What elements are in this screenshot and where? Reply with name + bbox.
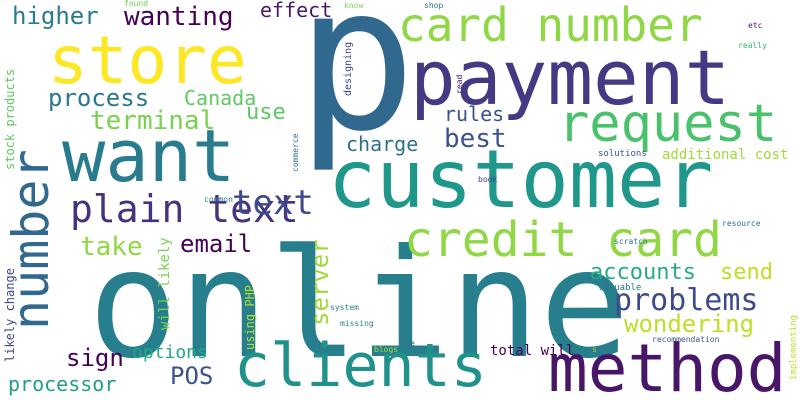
word-processor: processor	[8, 372, 117, 396]
word-options: options	[132, 342, 208, 363]
word-valuable: valuable	[598, 283, 642, 293]
word-higher: higher	[12, 2, 99, 30]
word-send: send	[720, 260, 773, 285]
word-stock-products: stock products	[3, 68, 17, 170]
word-card-number-2: card number	[398, 0, 703, 52]
word-recommendation: recommendation	[652, 335, 720, 344]
word-use: use	[246, 100, 286, 125]
word-scratch: scratch	[614, 237, 648, 246]
word-credit-card: credit card	[404, 212, 722, 268]
word-pos: POS	[170, 362, 214, 390]
word-payment: payment	[410, 33, 731, 122]
word-terminal: terminal	[90, 106, 216, 136]
word-accounts: accounts	[590, 260, 696, 285]
word-resource: implementing	[789, 314, 799, 380]
word-total-will: total will	[490, 343, 575, 359]
word-know: shop	[424, 1, 444, 10]
word-charge: charge	[346, 132, 419, 156]
word-system: system	[330, 303, 359, 312]
word-best: best	[444, 124, 507, 154]
word-plain-text: plain text	[70, 187, 299, 231]
word-wanting: wanting	[124, 2, 234, 32]
word-rules: rules	[444, 102, 505, 126]
word-shop: etc	[748, 21, 763, 30]
word-solutions: solutions	[598, 149, 647, 159]
word-implementing: know	[344, 1, 364, 10]
word-request: request	[558, 94, 778, 154]
word-s: s	[592, 345, 597, 354]
word-text: text	[232, 183, 314, 223]
word-found: read	[455, 74, 464, 94]
word-process: process	[48, 84, 150, 112]
word-commerce: commerce	[291, 133, 300, 172]
word-method: method	[548, 330, 787, 400]
word-really: book	[478, 175, 498, 184]
word-want: want	[62, 114, 236, 198]
word-p: p	[296, 0, 417, 176]
word-store: store	[48, 22, 247, 99]
word-designing: designing	[343, 41, 354, 96]
word-etc: really	[738, 41, 767, 50]
word-sign: sign	[66, 344, 124, 372]
word-canada: Canada	[184, 86, 257, 110]
word-using-php: using PHP	[243, 284, 257, 350]
word-problems: problems	[614, 283, 759, 318]
word-clients: clients	[234, 331, 487, 400]
word-take: take	[80, 232, 143, 262]
word-e: e	[410, 339, 415, 348]
word-blogs: blogs	[374, 345, 399, 354]
word-online: online	[88, 218, 630, 392]
word-customer: customer	[328, 133, 714, 226]
word-wondering: wondering	[624, 310, 755, 338]
word-common: resource	[722, 219, 761, 228]
word-missing: missing	[340, 319, 374, 328]
word-read: found	[124, 0, 149, 8]
word-likely-change: likely change	[3, 268, 17, 362]
word-book: common	[204, 195, 233, 204]
word-will-likely: will likely	[157, 237, 173, 330]
word-effect: effect	[260, 0, 333, 22]
word-additional-cost: additional cost	[662, 147, 789, 163]
word-email: email	[180, 230, 253, 258]
word-server: server	[306, 239, 334, 326]
